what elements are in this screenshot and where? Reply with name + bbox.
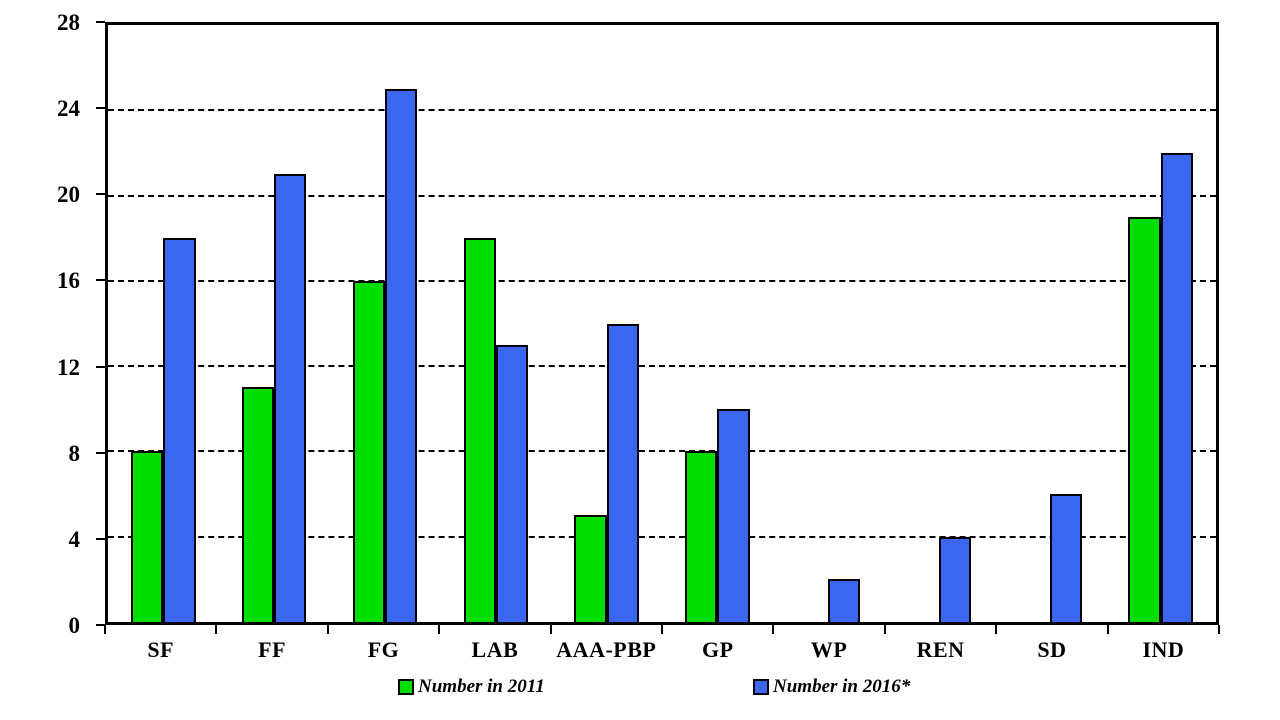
legend-item-2011: Number in 2011 (398, 676, 545, 698)
bar-group-REN (884, 25, 995, 622)
bar-group-LAB (440, 25, 551, 622)
legend-label-2016: Number in 2016* (773, 676, 911, 697)
bar-number-in-2016-LAB (495, 344, 528, 622)
bar-number-in-2016-FF (274, 174, 307, 622)
gridline-8 (108, 450, 1216, 453)
bar-number-in-2011-GP (685, 451, 718, 622)
x-tick-6 (772, 625, 775, 634)
bar-number-in-2016-FG (384, 88, 418, 622)
y-tick-24 (96, 107, 105, 110)
bar-number-in-2016-SF (163, 238, 196, 622)
gridline-20 (108, 194, 1216, 197)
bar-group-IND (1105, 25, 1216, 622)
x-category-label-SF: SF (147, 637, 175, 662)
bar-group-GP (662, 25, 773, 622)
bar-group-SD (994, 25, 1105, 622)
x-category-label-REN: REN (916, 637, 965, 662)
x-tick-8 (995, 625, 998, 634)
bar-group-AAA-PBP (551, 25, 662, 622)
x-tick-3 (438, 625, 441, 634)
legend-marker-2011 (398, 679, 414, 695)
y-tick-12 (96, 365, 105, 368)
y-axis-ticks (96, 21, 105, 626)
x-tick-5 (661, 625, 663, 634)
y-tick-label-28: 28 (57, 10, 80, 35)
y-tick-0 (96, 624, 105, 626)
x-category-label-AAA-PBP: AAA-PBP (556, 637, 657, 662)
y-tick-4 (96, 537, 105, 540)
x-category-label-LAB: LAB (471, 637, 519, 662)
legend-label-2011: Number in 2011 (418, 676, 545, 697)
bar-number-in-2016-GP (717, 408, 750, 622)
bar-group-SF (108, 25, 219, 622)
x-tick-10 (1218, 625, 1220, 634)
bar-number-in-2011-AAA-PBP (574, 515, 607, 622)
y-tick-label-8: 8 (68, 440, 81, 466)
y-tick-label-12: 12 (57, 354, 80, 380)
bar-number-in-2011-SF (131, 451, 164, 622)
bar-number-in-2011-IND (1128, 216, 1161, 622)
x-tick-4 (549, 625, 552, 634)
x-category-label-WP: WP (810, 637, 848, 662)
y-tick-label-0: 0 (68, 613, 81, 638)
gridline-12 (108, 365, 1216, 368)
x-category-label-FF: FF (258, 637, 287, 662)
y-tick-20 (96, 193, 105, 196)
x-category-label-SD: SD (1037, 637, 1067, 662)
y-tick-28 (96, 21, 105, 23)
bar-number-in-2016-REN (938, 536, 972, 622)
x-tick-9 (1106, 625, 1109, 634)
y-axis-labels: 0 4 8 12 16 20 24 28 (0, 11, 96, 637)
y-tick-8 (96, 451, 105, 454)
plot-area (105, 22, 1219, 625)
x-tick-0 (104, 625, 106, 634)
y-tick-label-16: 16 (57, 268, 80, 294)
gridline-24 (108, 109, 1216, 112)
bar-number-in-2016-AAA-PBP (606, 323, 639, 622)
legend-marker-2016 (753, 679, 769, 695)
x-tick-7 (883, 625, 886, 634)
bar-number-in-2016-IND (1160, 152, 1193, 622)
bar-number-in-2011-FG (352, 280, 385, 622)
x-axis-labels: SF FF FG LAB AAA-PBP GP WP REN SD IND (105, 637, 1219, 665)
x-category-label-IND: IND (1142, 637, 1185, 662)
y-tick-label-20: 20 (57, 182, 80, 208)
x-category-label-FG: FG (367, 637, 400, 662)
x-category-label-GP: GP (701, 637, 734, 662)
y-tick-label-4: 4 (68, 526, 81, 552)
x-axis-ticks (104, 625, 1220, 634)
bar-number-in-2011-LAB (463, 238, 496, 622)
bar-group-FG (330, 25, 441, 622)
y-tick-16 (96, 279, 105, 282)
bar-number-in-2011-FF (242, 387, 275, 622)
x-tick-2 (326, 625, 329, 634)
gridline-16 (108, 279, 1216, 282)
gridline-4 (108, 535, 1216, 538)
bar-number-in-2016-SD (1049, 494, 1082, 622)
x-tick-1 (215, 625, 218, 634)
bar-group-WP (773, 25, 884, 622)
legend-item-2016: Number in 2016* (753, 676, 910, 698)
bar-number-in-2016-WP (828, 579, 861, 622)
bar-group-FF (219, 25, 330, 622)
y-tick-label-24: 24 (57, 96, 80, 122)
